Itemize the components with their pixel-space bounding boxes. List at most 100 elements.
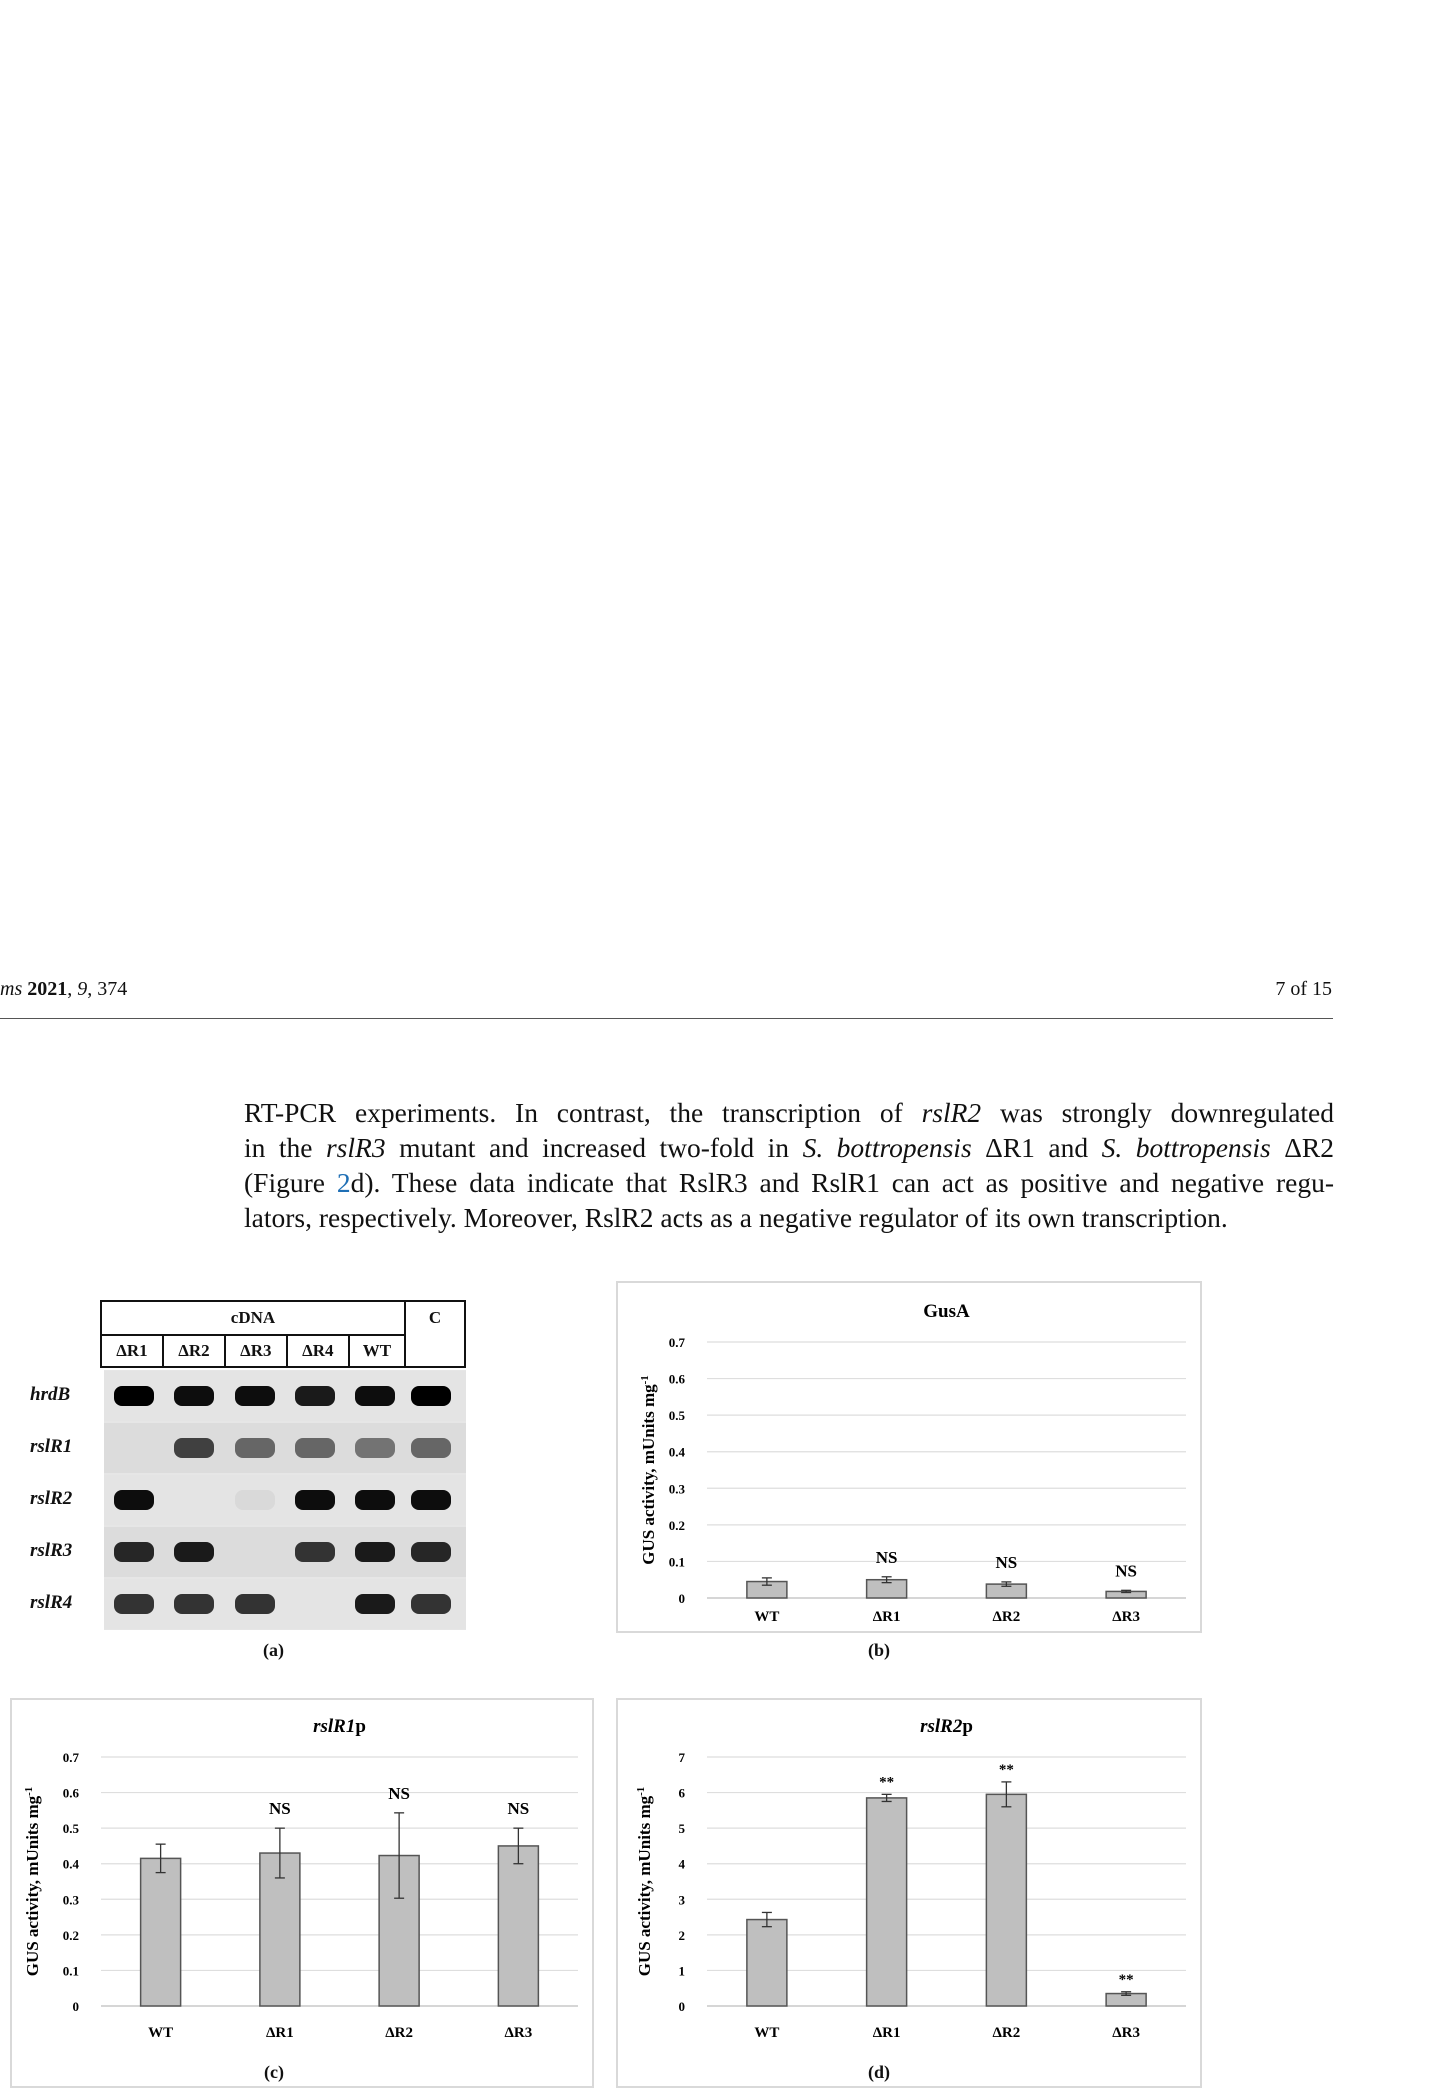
gel-row-label: rslR3 — [30, 1540, 73, 1561]
chart-panel-rslr1p: rslR1p 0 0.1 0.2 0.3 0.4 0.5 0.6 0.7 GUS activity… — [10, 1698, 594, 2088]
gel-band — [295, 1438, 335, 1458]
gel-strip — [104, 1579, 466, 1629]
y-tick-label: 0.6 — [669, 1372, 686, 1387]
gel-lane-header: ΔR2 — [161, 1334, 226, 1368]
y-tick-label: 0 — [73, 1999, 80, 2014]
gel-strip — [104, 1371, 466, 1421]
x-tick-label: ΔR3 — [505, 2025, 533, 2041]
gel-strip — [104, 1423, 466, 1473]
chart-title: rslR1p — [313, 1716, 366, 1737]
paragraph-line: in the rslR3 mutant and increased two-fo… — [244, 1132, 1335, 1163]
caption-a: (a) — [263, 1640, 284, 1660]
y-tick-label: 0.2 — [63, 1928, 79, 1943]
gel-band — [235, 1594, 275, 1614]
gel-lane-header: ΔR4 — [285, 1334, 350, 1368]
gel-band — [174, 1438, 214, 1458]
gel-band — [235, 1490, 275, 1510]
paragraph-line: RT-PCR experiments. In contrast, the tra… — [244, 1097, 1335, 1128]
y-tick-label: 7 — [679, 1750, 686, 1765]
gel-band — [114, 1542, 154, 1562]
y-axis-label: GUS activity, mUnits mg-1 — [639, 1375, 658, 1565]
gel-row-label: rslR1 — [30, 1436, 73, 1457]
y-tick-label: 4 — [679, 1857, 686, 1872]
gel-row-label: rslR4 — [30, 1592, 73, 1613]
y-tick-label: 6 — [679, 1786, 686, 1801]
gel-band — [355, 1438, 395, 1458]
gel-strip — [104, 1527, 466, 1577]
y-tick-label: 0.7 — [669, 1335, 686, 1350]
y-tick-label: 1 — [679, 1963, 686, 1978]
x-tick-label: ΔR2 — [385, 2025, 413, 2041]
running-header-citation: ms 2021, 9, 374 — [0, 978, 128, 1000]
y-tick-label: 0.3 — [669, 1481, 686, 1496]
gel-band — [411, 1594, 451, 1614]
y-tick-label: 0.2 — [669, 1518, 685, 1533]
gel-row-labels: hrdB rslR1 rslR2 rslR3 rslR4 — [30, 1370, 100, 1630]
y-tick-label: 0.3 — [63, 1892, 80, 1907]
significance-label: NS — [996, 1553, 1018, 1572]
y-tick-label: 0.6 — [63, 1786, 80, 1801]
significance-label: ** — [999, 1762, 1014, 1778]
gel-band — [411, 1386, 451, 1406]
y-tick-label: 0.4 — [63, 1857, 80, 1872]
header-rule — [0, 1018, 1333, 1019]
body-paragraph: RT-PCR experiments. In contrast, the tra… — [244, 1095, 1334, 1235]
figure-link[interactable]: 2 — [336, 1167, 351, 1198]
gel-band — [174, 1386, 214, 1406]
y-tick-label: 5 — [679, 1821, 686, 1836]
y-tick-label: 0.5 — [669, 1408, 686, 1423]
gel-band — [235, 1386, 275, 1406]
y-tick-label: 0.5 — [63, 1821, 80, 1836]
significance-label: NS — [269, 1799, 291, 1818]
gel-strip — [104, 1475, 466, 1525]
y-tick-label: 0.1 — [63, 1963, 79, 1978]
gel-band — [295, 1386, 335, 1406]
gusa-chart: GusA 0 0.1 0.2 0.3 0.4 0.5 0.6 0.7 GUS activity, … — [639, 1301, 1186, 1625]
x-tick-label: ΔR1 — [873, 1609, 901, 1625]
page-number: 7 of 15 — [1275, 978, 1332, 1000]
x-tick-label: WT — [148, 2025, 173, 2041]
gel-panel: cDNA C ΔR1 ΔR2 ΔR3 ΔR4 WT — [100, 1300, 470, 1630]
gel-band — [174, 1594, 214, 1614]
x-tick-label: ΔR2 — [993, 1609, 1021, 1625]
y-axis-label: GUS activity, mUnits mg-1 — [23, 1787, 42, 1977]
gel-band — [114, 1594, 154, 1614]
x-tick-label: ΔR1 — [266, 2025, 294, 2041]
chart-panel-gusa: GusA 0 0.1 0.2 0.3 0.4 0.5 0.6 0.7 GUS activity, … — [616, 1281, 1202, 1633]
significance-label: NS — [388, 1784, 410, 1803]
gel-header-control: C — [404, 1300, 466, 1368]
gel-band — [355, 1490, 395, 1510]
x-tick-label: ΔR1 — [873, 2025, 901, 2041]
x-tick-label: ΔR2 — [993, 2025, 1021, 2041]
paragraph-line: (Figure 2d). These data indicate that Rs… — [244, 1167, 1334, 1198]
gel-lane-header: ΔR1 — [100, 1334, 164, 1368]
gel-band — [355, 1594, 395, 1614]
gel-band — [355, 1542, 395, 1562]
gel-band — [114, 1386, 154, 1406]
chart-title: GusA — [923, 1301, 970, 1322]
gel-band — [295, 1490, 335, 1510]
gel-band — [411, 1438, 451, 1458]
gel-header-cdna: cDNA — [100, 1300, 406, 1336]
gel-band — [295, 1542, 335, 1562]
gel-row-label: hrdB — [30, 1384, 71, 1405]
caption-c: (c) — [264, 2062, 284, 2082]
gel-lane-header: ΔR3 — [223, 1334, 288, 1368]
gel-row-label: rslR2 — [30, 1488, 73, 1509]
y-tick-label: 2 — [679, 1928, 686, 1943]
x-tick-label: ΔR3 — [1112, 2025, 1140, 2041]
caption-d: (d) — [868, 2062, 890, 2082]
y-axis-label: GUS activity, mUnits mg-1 — [635, 1787, 654, 1977]
bar — [139, 1857, 182, 2007]
gel-image — [104, 1370, 466, 1630]
bar — [985, 1793, 1028, 2007]
significance-label: NS — [876, 1548, 898, 1567]
paragraph-line: lators, respectively. Moreover, RslR2 ac… — [244, 1202, 1228, 1233]
y-tick-label: 0.1 — [669, 1554, 685, 1569]
significance-label: ** — [1119, 1972, 1134, 1988]
y-tick-label: 3 — [679, 1892, 686, 1907]
gel-header-table: cDNA C ΔR1 ΔR2 ΔR3 ΔR4 WT — [100, 1300, 466, 1368]
x-tick-label: WT — [754, 1609, 779, 1625]
y-tick-label: 0.7 — [63, 1750, 80, 1765]
chart-panel-rslr2p: rslR2p 0 1 2 3 4 5 6 7 GUS activity, mUnits mg-1 W… — [616, 1698, 1202, 2088]
